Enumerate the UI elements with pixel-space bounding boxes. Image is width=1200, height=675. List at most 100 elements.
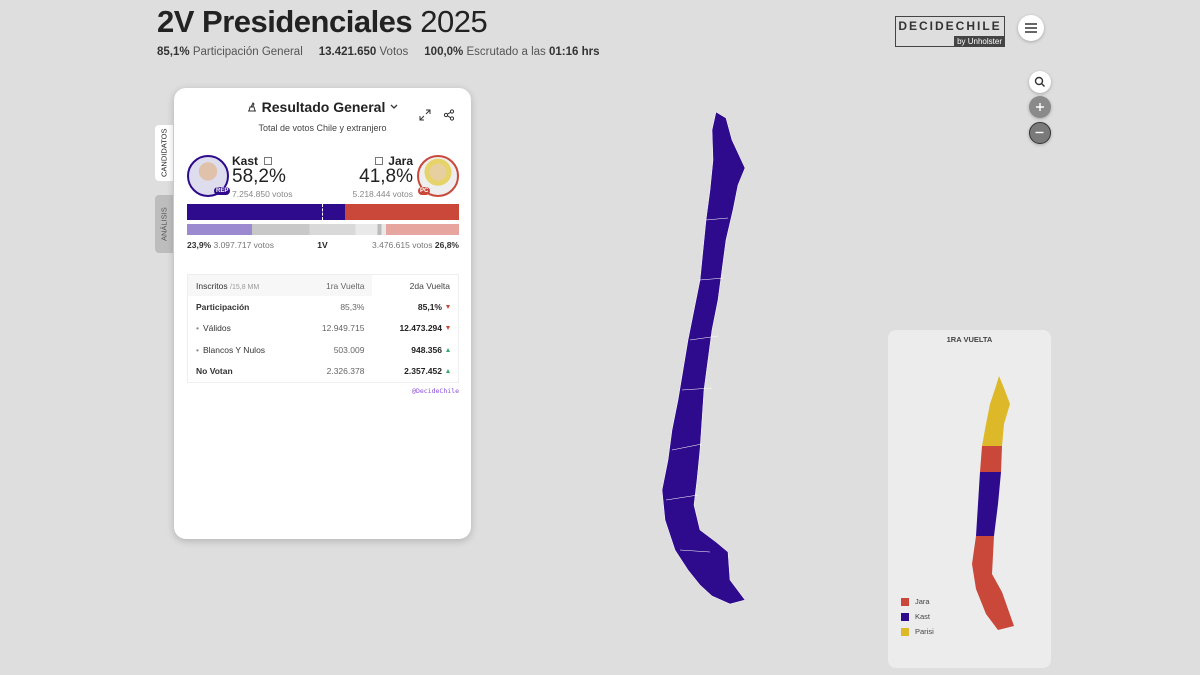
map-region bbox=[980, 446, 1002, 472]
candidate-votes: 5.218.444 votos bbox=[352, 189, 414, 199]
legend-item: Kast bbox=[901, 609, 934, 624]
panel-title-row[interactable]: Resultado General bbox=[174, 99, 471, 115]
title-text: 2V Presidenciales bbox=[157, 4, 413, 39]
add-icon[interactable] bbox=[264, 157, 272, 165]
zoom-in[interactable] bbox=[1029, 96, 1051, 118]
candidate-name: Jara bbox=[388, 154, 413, 168]
zoom-out[interactable] bbox=[1029, 122, 1051, 144]
header-text: Inscritos bbox=[196, 280, 228, 291]
party-badge: REP bbox=[214, 187, 231, 195]
bullet: • bbox=[196, 344, 199, 355]
candidate-votes: 7.254.850 votos bbox=[232, 189, 293, 199]
map-region bbox=[972, 536, 1014, 630]
trend-arrow bbox=[446, 326, 450, 331]
map-shape[interactable] bbox=[661, 111, 746, 605]
legend-swatch bbox=[901, 612, 909, 621]
first-round-label: 1V bbox=[317, 240, 328, 250]
row-first: 2.326.378 bbox=[326, 366, 365, 376]
trend-arrow bbox=[446, 347, 450, 352]
stat-label: Participación General bbox=[192, 46, 303, 58]
header-cell: 2da Vuelta bbox=[372, 274, 459, 296]
header-title: 2V Presidenciales 2025 bbox=[157, 4, 488, 40]
legend-label: Parisi bbox=[915, 627, 934, 636]
row-second: 2.357.452 bbox=[372, 361, 458, 383]
search-button[interactable] bbox=[1029, 71, 1051, 93]
row-second: 948.356 bbox=[372, 339, 458, 361]
row-first: 503.009 bbox=[333, 344, 365, 355]
table-row: • Blancos Y Nulos 503.009 948.356 bbox=[188, 339, 459, 361]
party-badge: PC bbox=[418, 187, 431, 195]
first-round-bar bbox=[187, 224, 459, 235]
candidate-share: 41,8% bbox=[359, 166, 413, 187]
table-row: • Válidos 12.949.715 12.473.294 bbox=[188, 318, 459, 340]
header-sub: /15,8 MM bbox=[230, 283, 260, 291]
results-panel: Resultado General Total de votos Chile y… bbox=[174, 88, 471, 539]
header-cell: Inscritos /15,8 MM bbox=[188, 275, 298, 297]
jara-first-bar bbox=[386, 224, 459, 235]
logo-name: DECIDECHILE bbox=[898, 19, 1002, 33]
jara-bar bbox=[345, 204, 459, 220]
row-label-text: Blancos Y Nulos bbox=[202, 344, 266, 355]
table-row: No Votan 2.326.378 2.357.452 bbox=[188, 361, 459, 383]
panel-title: Resultado General bbox=[261, 99, 386, 115]
header-stats: 85,1% Participación General 13.421.650 V… bbox=[157, 46, 599, 58]
dropdown-icon bbox=[390, 104, 398, 109]
legend-swatch bbox=[901, 627, 909, 636]
panel-subtitle: Total de votos Chile y extranjero bbox=[258, 123, 387, 133]
first-share: 26,8% bbox=[434, 240, 459, 250]
stat-value: 85,1% bbox=[157, 46, 190, 58]
tab-candidatos[interactable]: CANDIDATOS bbox=[155, 125, 173, 181]
first-round-left: 23,9% 3.097.717 votos bbox=[187, 240, 274, 250]
row-second-text: 948.356 bbox=[411, 344, 442, 355]
row-label: Participación bbox=[188, 296, 298, 318]
expand-icon[interactable] bbox=[419, 109, 431, 121]
legend-item: Jara bbox=[901, 594, 934, 609]
row-label-text: No Votan bbox=[196, 366, 233, 376]
row-label-text: Participación bbox=[196, 301, 250, 312]
table-header: Inscritos /15,8 MM 1ra Vuelta 2da Vuelta bbox=[187, 274, 459, 297]
logo-by: by Unholster bbox=[954, 36, 1005, 47]
row-first: 85,3% bbox=[340, 301, 365, 312]
stat-value: 13.421.650 bbox=[318, 46, 377, 58]
menu-icon bbox=[1025, 23, 1037, 33]
row-label: No Votan bbox=[188, 361, 298, 383]
ballot-icon bbox=[247, 102, 256, 112]
first-share: 23,9% bbox=[187, 240, 212, 250]
search-icon bbox=[1034, 76, 1045, 87]
row-second: 85,1% bbox=[372, 296, 458, 318]
header-cell: 1ra Vuelta bbox=[326, 280, 365, 291]
map-region bbox=[976, 472, 1001, 536]
row-second: 12.473.294 bbox=[372, 318, 458, 340]
row-second-text: 12.473.294 bbox=[399, 323, 442, 334]
region-borders bbox=[665, 217, 729, 553]
legend-item: Parisi bbox=[901, 624, 934, 639]
title-year: 2025 bbox=[420, 4, 488, 39]
trend-arrow bbox=[446, 304, 450, 309]
add-icon[interactable] bbox=[375, 157, 383, 165]
legend-label: Kast bbox=[915, 612, 931, 621]
map-region bbox=[982, 376, 1010, 446]
legend-swatch bbox=[901, 597, 909, 606]
share-icon[interactable] bbox=[443, 109, 455, 121]
first-votes: 3.097.717 votos bbox=[213, 240, 274, 250]
legend-label: Jara bbox=[915, 597, 930, 606]
logo[interactable]: DECIDECHILE by Unholster bbox=[895, 16, 1005, 47]
plus-icon bbox=[1036, 103, 1044, 111]
kast-bar bbox=[187, 204, 346, 220]
tab-analisis[interactable]: ANÁLISIS bbox=[155, 195, 173, 253]
chile-map bbox=[661, 111, 746, 605]
row-second-text: 2.357.452 bbox=[404, 366, 442, 376]
row-label: • Válidos bbox=[188, 318, 298, 340]
row-label-text: Válidos bbox=[202, 323, 231, 334]
candidate-share: 58,2% bbox=[232, 166, 286, 187]
trend-arrow bbox=[446, 369, 450, 373]
half-line bbox=[322, 204, 323, 220]
candidate-name: Kast bbox=[232, 154, 259, 168]
bullet: • bbox=[196, 323, 199, 334]
inset-title: 1RA VUELTA bbox=[946, 335, 993, 344]
stat-value: 100,0% bbox=[424, 46, 464, 58]
menu-button[interactable] bbox=[1018, 15, 1044, 41]
row-second-text: 85,1% bbox=[417, 301, 442, 312]
stat-label: Escrutado a las bbox=[466, 46, 546, 58]
